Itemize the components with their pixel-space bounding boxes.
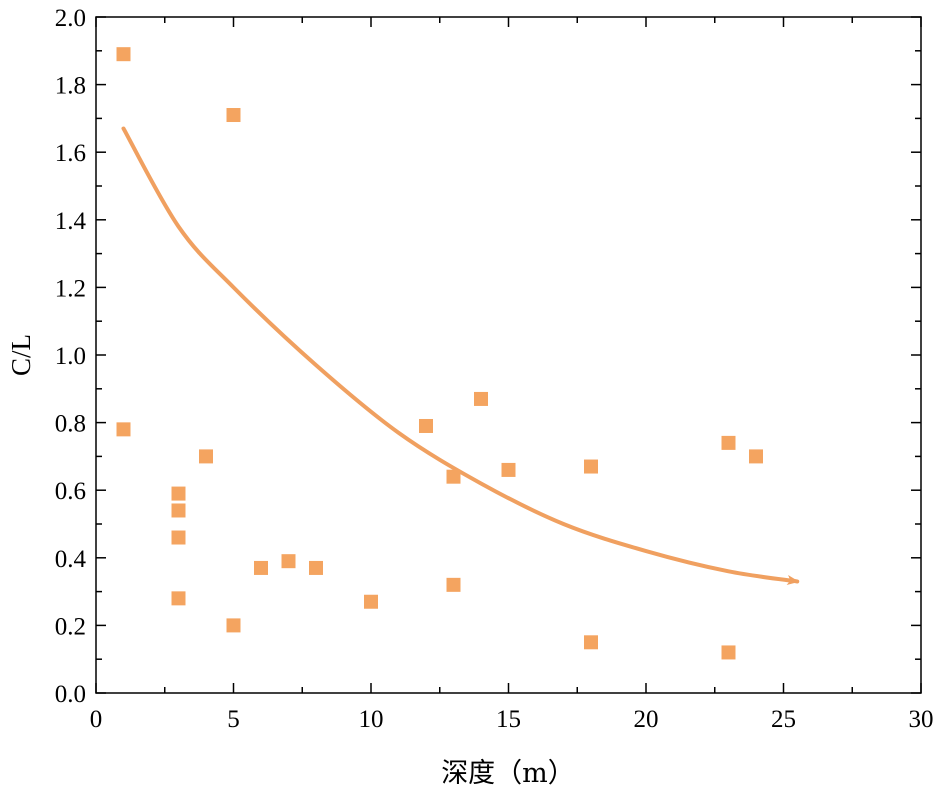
y-tick-label: 0.0 — [55, 681, 86, 708]
data-point — [309, 560, 323, 575]
data-point — [364, 594, 378, 609]
data-point — [446, 577, 461, 592]
data-point — [254, 560, 268, 575]
x-axis-title: 深度（m） — [441, 758, 575, 789]
plot-frame — [95, 16, 922, 694]
x-tick-label: 30 — [909, 706, 934, 733]
y-tick-label: 0.8 — [55, 411, 86, 438]
data-point — [419, 418, 433, 433]
data-point — [281, 554, 296, 569]
data-point — [171, 486, 186, 501]
data-point — [116, 47, 131, 62]
y-tick-label: 1.2 — [55, 275, 86, 302]
y-tick-label: 1.6 — [55, 140, 86, 167]
x-tick-label: 10 — [359, 706, 384, 733]
y-tick-label: 0.6 — [55, 478, 86, 505]
y-tick-label: 0.4 — [55, 546, 87, 573]
data-point — [721, 435, 736, 450]
y-tick-labels: 0.0 0.2 0.4 0.6 0.8 1.0 1.2 1.4 1.6 1.8 2.0 — [55, 5, 87, 708]
y-tick-label: 1.4 — [55, 208, 87, 235]
x-tick-label: 5 — [227, 706, 240, 733]
data-point — [749, 449, 763, 464]
y-tick-label: 1.8 — [55, 73, 86, 100]
y-tick-label: 2.0 — [55, 5, 86, 32]
data-point — [171, 530, 186, 545]
x-tick-label: 20 — [634, 706, 659, 733]
data-point — [199, 449, 213, 464]
x-tick-label: 25 — [771, 706, 796, 733]
data-point — [584, 459, 598, 474]
data-point — [721, 645, 736, 660]
data-point — [584, 635, 598, 650]
data-point — [171, 503, 186, 518]
data-point — [171, 591, 186, 606]
data-point — [116, 422, 131, 437]
x-tick-label: 15 — [496, 706, 521, 733]
x-tick-label: 0 — [90, 706, 103, 733]
y-axis-title: C/L — [6, 334, 36, 376]
data-point — [226, 108, 241, 123]
data-point — [474, 391, 488, 406]
y-tick-label: 1.0 — [55, 343, 86, 370]
y-tick-label: 0.2 — [55, 613, 86, 640]
x-tick-labels: 0 5 10 15 20 25 30 — [90, 706, 934, 733]
data-point — [226, 618, 241, 633]
data-point — [501, 462, 516, 477]
axis-ticks — [95, 16, 922, 694]
data-points — [116, 47, 763, 660]
trend-arrow — [121, 126, 800, 585]
data-point — [446, 469, 461, 484]
